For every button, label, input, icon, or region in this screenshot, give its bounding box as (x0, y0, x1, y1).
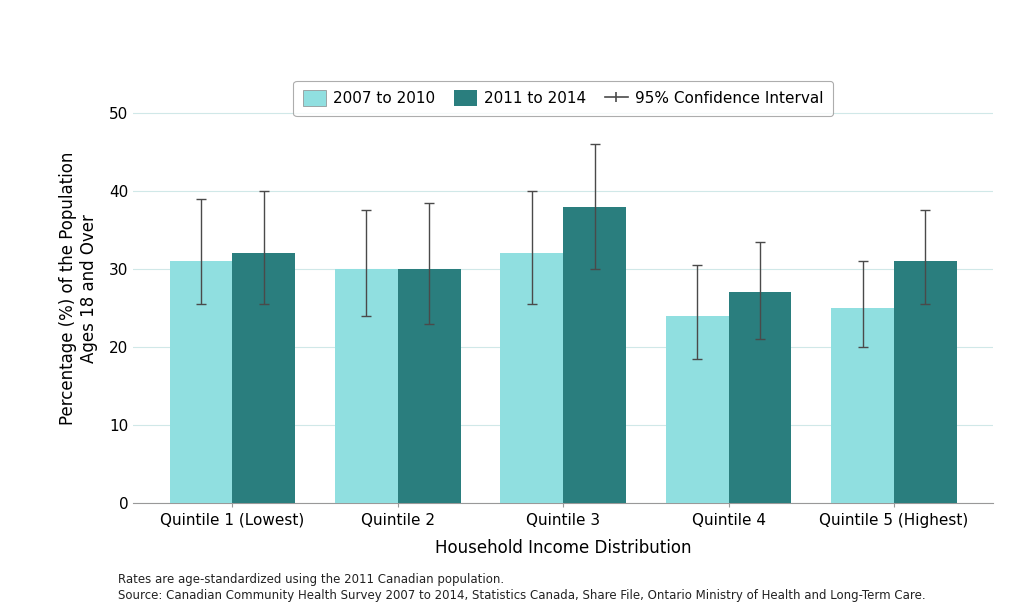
Bar (335, 269, 397, 503)
Bar (831, 308, 894, 503)
Text: Rates are age-standardized using the 2011 Canadian population.: Rates are age-standardized using the 201… (118, 573, 504, 586)
X-axis label: Household Income Distribution: Household Income Distribution (435, 538, 691, 557)
Bar (563, 206, 626, 503)
Bar (894, 261, 956, 503)
Bar (232, 254, 295, 503)
Bar (666, 316, 729, 503)
Bar (397, 269, 461, 503)
Bar (501, 254, 563, 503)
Bar (170, 261, 232, 503)
Bar (729, 292, 792, 503)
Text: Source: Canadian Community Health Survey 2007 to 2014, Statistics Canada, Share : Source: Canadian Community Health Survey… (118, 589, 926, 602)
Y-axis label: Percentage (%) of the Population
Ages 18 and Over: Percentage (%) of the Population Ages 18… (59, 152, 97, 426)
Legend: 2007 to 2010, 2011 to 2014, 95% Confidence Interval: 2007 to 2010, 2011 to 2014, 95% Confiden… (294, 81, 833, 115)
